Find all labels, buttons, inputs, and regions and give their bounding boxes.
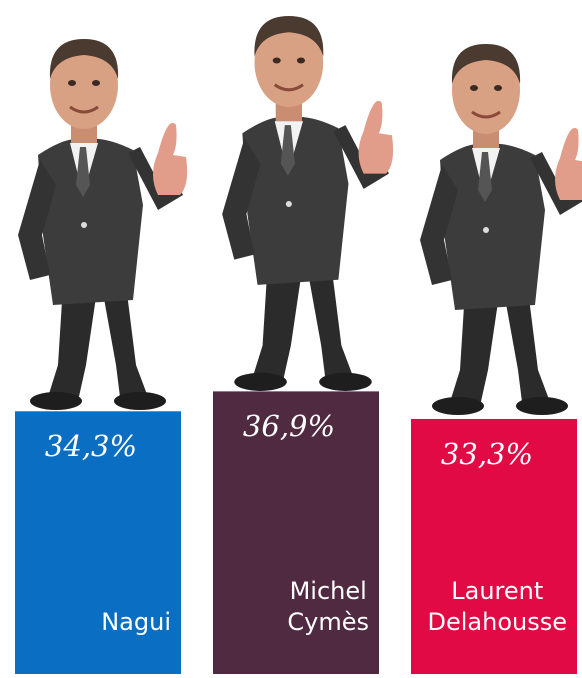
category-label: Nagui (101, 608, 171, 636)
bar (15, 411, 181, 674)
value-label: 34,3% (44, 429, 138, 464)
figure (418, 42, 582, 417)
value-label: 33,3% (440, 436, 534, 471)
figure (220, 14, 395, 393)
value-label: 36,9% (242, 409, 336, 444)
figure (16, 37, 188, 412)
bar (213, 391, 379, 674)
category-label: Laurent Delahousse (427, 577, 568, 636)
category-label: Michel Cymès (287, 577, 369, 636)
bar (411, 418, 577, 674)
